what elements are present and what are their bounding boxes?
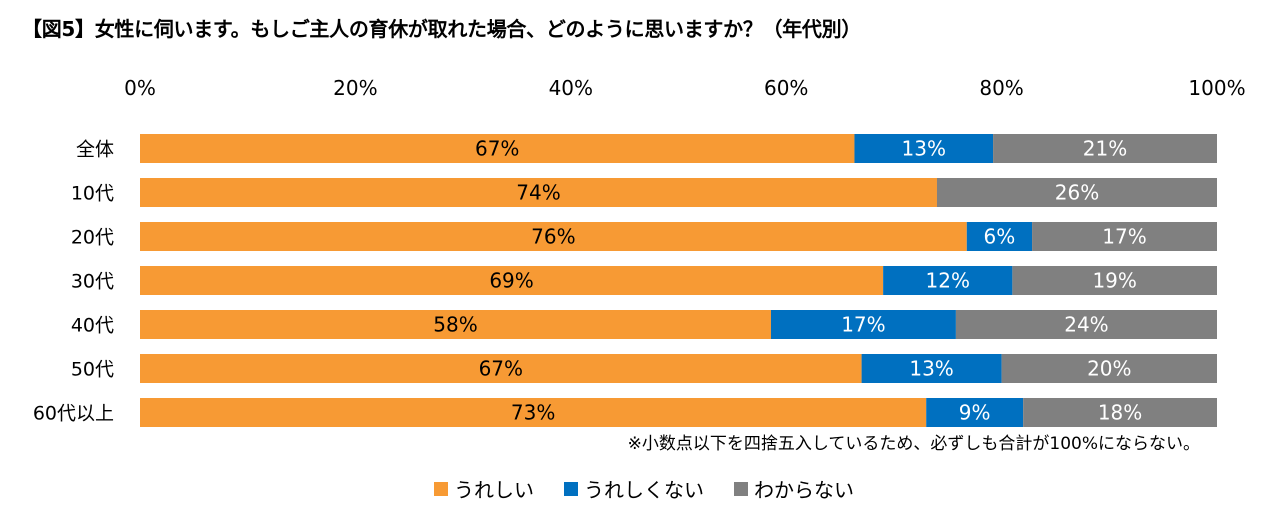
data-label: 17% <box>841 313 885 337</box>
category-label: 10代 <box>71 183 114 205</box>
data-label: 67% <box>475 137 519 161</box>
x-tick-label: 20% <box>333 76 377 100</box>
data-label: 13% <box>909 357 953 381</box>
bar-segment <box>955 310 1217 339</box>
bar-row: 69% 12% 19% <box>140 266 1217 295</box>
bar-segment <box>140 310 771 339</box>
x-tick-label: 40% <box>549 76 593 100</box>
x-axis-ticks: 0% 20% 40% 60% 80% 100% <box>124 76 1245 100</box>
bar-segment <box>966 222 1033 251</box>
data-label: 12% <box>926 269 970 293</box>
data-label: 67% <box>479 357 523 381</box>
legend-label: うれしくない <box>584 478 704 502</box>
category-label: 50代 <box>71 359 114 381</box>
legend-item: うれしくない <box>564 474 704 503</box>
legend-label: わからない <box>754 478 854 502</box>
category-label: 60代以上 <box>33 403 114 425</box>
bars: 67% 13% 21% 74% 26% 76% 6% 17% 69% 12% 19% 58% 17% 24… <box>140 134 1217 427</box>
footnote: ※小数点以下を四捨五入しているため、必ずしも合計が100%にならない。 <box>627 434 1200 454</box>
category-labels: 全体 10代 20代 30代 40代 50代 60代以上 <box>33 139 114 425</box>
bar-segment <box>140 178 937 207</box>
data-label: 76% <box>531 225 575 249</box>
legend-label: うれしい <box>454 478 534 502</box>
data-label: 69% <box>489 269 533 293</box>
bar-row: 58% 17% 24% <box>140 310 1217 339</box>
category-label: 全体 <box>76 139 114 161</box>
legend-item: うれしい <box>434 474 534 503</box>
data-label: 58% <box>433 313 477 337</box>
data-label: 19% <box>1092 269 1136 293</box>
bar-segment <box>140 354 862 383</box>
bar-segment <box>140 222 967 251</box>
bar-segment <box>1023 398 1217 427</box>
chart-title: 【図5】女性に伺います。もしご主人の育休が取れた場合、どのように思いますか？（年… <box>22 17 862 41</box>
bar-segment <box>936 178 1217 207</box>
bar-row: 67% 13% 21% <box>140 134 1217 163</box>
bar-row: 67% 13% 20% <box>140 354 1217 383</box>
data-label: 24% <box>1064 313 1108 337</box>
bar-segment <box>1001 354 1217 383</box>
data-label: 18% <box>1098 401 1142 425</box>
legend-swatch <box>564 481 578 496</box>
data-label: 13% <box>902 137 946 161</box>
bar-segment <box>861 354 1002 383</box>
data-label: 17% <box>1102 225 1146 249</box>
legend: うれしい うれしくない わからない <box>0 474 1268 503</box>
bar-segment <box>854 134 994 163</box>
data-label: 6% <box>984 225 1016 249</box>
data-label: 21% <box>1083 137 1127 161</box>
data-label: 9% <box>959 401 991 425</box>
bar-row: 76% 6% 17% <box>140 222 1217 251</box>
data-label: 26% <box>1055 181 1099 205</box>
data-label: 74% <box>516 181 560 205</box>
x-tick-label: 60% <box>764 76 808 100</box>
x-tick-label: 80% <box>979 76 1023 100</box>
bar-segment <box>883 266 1013 295</box>
category-label: 40代 <box>71 315 114 337</box>
bar-segment <box>140 398 927 427</box>
legend-swatch <box>734 481 748 496</box>
x-tick-label: 100% <box>1188 76 1245 100</box>
bar-row: 73% 9% 18% <box>140 398 1217 427</box>
bar-segment <box>1032 222 1217 251</box>
bar-segment <box>993 134 1217 163</box>
bar-segment <box>926 398 1024 427</box>
legend-swatch <box>434 481 448 496</box>
category-label: 30代 <box>71 271 114 293</box>
data-label: 20% <box>1087 357 1131 381</box>
data-label: 73% <box>511 401 555 425</box>
category-label: 20代 <box>71 227 114 249</box>
legend-item: わからない <box>734 474 854 503</box>
bar-row: 74% 26% <box>140 178 1217 207</box>
bar-segment <box>770 310 956 339</box>
bar-segment <box>1012 266 1217 295</box>
x-tick-label: 0% <box>124 76 156 100</box>
bar-segment <box>140 134 855 163</box>
bar-segment <box>140 266 884 295</box>
